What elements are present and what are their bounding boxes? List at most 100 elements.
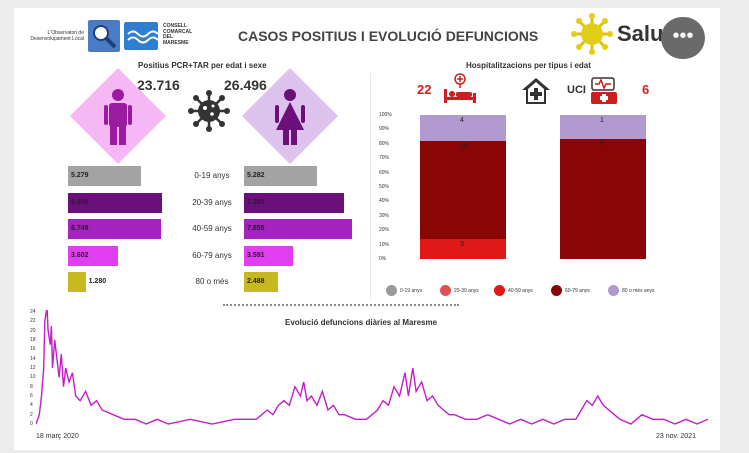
y-tick-label: 30% — [379, 212, 390, 219]
segment-value-label: 3 — [460, 241, 464, 249]
legend-label: 0-19 anys — [400, 288, 422, 294]
age-group-label: 20-39 anys — [192, 197, 232, 207]
wave-logo-icon — [124, 22, 158, 50]
legend-label: 40-59 anys — [508, 288, 533, 294]
female-bar-value: 7.855 — [247, 225, 265, 232]
female-person-icon — [242, 68, 338, 164]
magnifier-logo-icon — [88, 20, 120, 52]
legend-label: 20-39 anys — [454, 288, 479, 294]
consell-text-4: MARESME — [163, 39, 189, 46]
virus-icon — [188, 90, 230, 132]
y-tick-label: 70% — [379, 155, 390, 162]
positius-age-chart: 5.279 6.806 6.749 3.602 1.280 5.282 7.280 7.85… — [0, 0, 370, 300]
age-group-label: 0-19 anys — [194, 171, 230, 180]
male-bar — [68, 219, 161, 239]
y-tick-label: 16 — [30, 346, 36, 353]
section-separator — [223, 304, 459, 306]
legend-dot — [440, 285, 451, 296]
deaths-line-plot — [36, 310, 708, 425]
male-bar-value: 3.602 — [71, 251, 89, 259]
y-tick-label: 10% — [379, 241, 390, 248]
y-tick-label: 4 — [30, 402, 33, 409]
y-tick-label: 0 — [30, 421, 33, 427]
uci-label: UCI — [567, 84, 586, 96]
x-start-label: 18 març 2020 — [36, 433, 79, 440]
segment-value-label: 5 — [600, 141, 604, 148]
consell-logo-text: CONSELL COMARCAL DEL MARESME — [163, 23, 193, 46]
hosp-stacked-chart: 0% 10% 20% 30% 40% 50% 60% 70% 80% 90% 100% 3 15 4 5 1… — [379, 112, 655, 296]
legend-dot — [608, 285, 619, 296]
female-bar — [244, 192, 345, 213]
female-bar-value: 5.282 — [247, 172, 265, 179]
female-bar-value: 3.591 — [247, 251, 265, 259]
male-bar — [68, 192, 162, 213]
hosp-total: 22 — [417, 82, 432, 97]
consell-text-1: CONSELL — [163, 23, 187, 29]
y-tick-label: 20 — [30, 327, 36, 334]
y-tick-label: 60% — [379, 169, 390, 176]
male-bar-value: 6.749 — [71, 225, 89, 232]
y-tick-label: 0% — [379, 256, 387, 262]
icu-ambulance-icon — [591, 77, 617, 104]
y-tick-label: 6 — [30, 393, 33, 399]
segment-value-label: 1 — [600, 117, 604, 124]
observatori-logo: L'Observatori de Desenvolupament Local — [18, 20, 122, 52]
stacked-segment — [420, 141, 506, 240]
female-bar — [244, 245, 294, 266]
legend-label: 60-79 anys — [565, 288, 590, 294]
panel-divider — [370, 73, 371, 298]
y-tick-label: 100% — [379, 112, 392, 118]
stacked-segment — [560, 115, 646, 139]
y-tick-label: 24 — [30, 309, 36, 315]
age-group-label: 40-59 anys — [192, 224, 232, 233]
deaths-series-line — [36, 310, 708, 425]
y-tick-label: 8 — [30, 383, 33, 390]
female-bar-value: 7.280 — [247, 198, 265, 206]
y-tick-label: 2 — [30, 411, 33, 418]
consell-text-2: COMARCAL — [163, 28, 193, 35]
female-bar-value: 2.488 — [247, 278, 265, 285]
female-bar — [244, 219, 352, 239]
deaths-chart-title: Evolució defuncions diàries al Maresme — [285, 318, 438, 327]
male-bar-value: 5.279 — [71, 172, 89, 179]
male-bar — [68, 272, 86, 292]
age-group-label: 80 o més — [195, 277, 229, 286]
male-bar-value: 6.806 — [71, 198, 89, 206]
segment-value-label: 4 — [460, 117, 464, 124]
more-options-button[interactable]: ••• — [661, 17, 705, 59]
consell-text-3: DEL — [163, 34, 173, 40]
female-total: 26.496 — [224, 77, 267, 93]
y-tick-label: 10 — [30, 374, 36, 381]
stacked-segment — [420, 115, 506, 142]
female-bar — [244, 272, 279, 292]
y-tick-label: 14 — [30, 355, 36, 362]
stacked-segment — [560, 139, 646, 259]
y-tick-label: 40% — [379, 198, 390, 205]
y-tick-label: 50% — [379, 184, 390, 190]
observatori-logo-text-2: Desenvolupament Local — [30, 36, 84, 42]
observatori-logo-text-1: L'Observatori de — [47, 30, 84, 36]
male-bar — [68, 245, 118, 266]
legend-dot — [386, 285, 397, 296]
positius-title: Positius PCR+TAR per edat i sexe — [138, 61, 267, 70]
hosp-title: Hospitalitzacions per tipus i edat — [466, 61, 591, 70]
y-tick-label: 20% — [379, 227, 390, 234]
uci-total: 6 — [642, 82, 650, 97]
legend-dot — [494, 285, 505, 296]
male-bar-value: 1.280 — [88, 278, 107, 285]
legend-dot — [551, 285, 562, 296]
page-title: CASOS POSITIUS I EVOLUCIÓ DEFUNCIONS — [238, 28, 539, 44]
legend-label: 80 o més anys — [622, 288, 655, 294]
hospital-bed-icon — [444, 73, 476, 103]
sun-logo-icon — [571, 13, 613, 55]
male-bar — [68, 166, 141, 186]
female-bar — [244, 166, 317, 186]
house-cross-icon — [522, 78, 550, 104]
stacked-segment — [420, 239, 506, 259]
y-tick-label: 18 — [30, 337, 36, 343]
y-tick-label: 12 — [30, 365, 36, 371]
segment-value-label: 15 — [460, 143, 468, 151]
male-person-icon — [70, 68, 166, 164]
age-group-label: 60-79 anys — [192, 250, 232, 260]
